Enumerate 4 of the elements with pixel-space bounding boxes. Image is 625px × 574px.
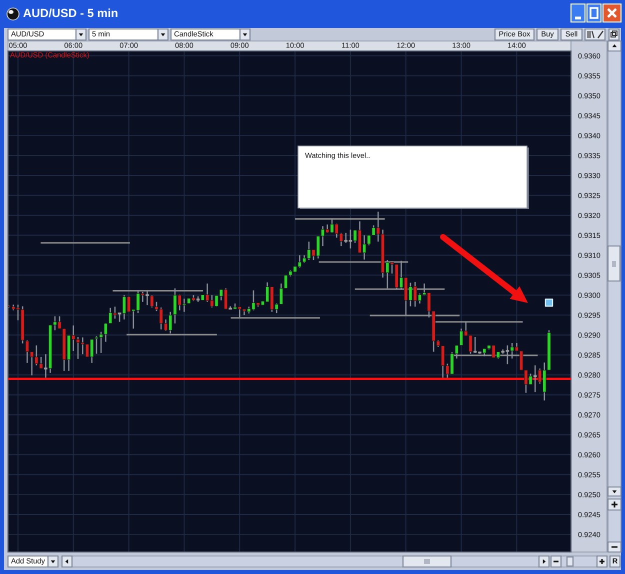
candlestick	[144, 290, 150, 306]
chart-title: AUD/USD - 5 min	[23, 8, 118, 18]
candlestick	[150, 294, 154, 308]
candlestick	[90, 338, 94, 364]
